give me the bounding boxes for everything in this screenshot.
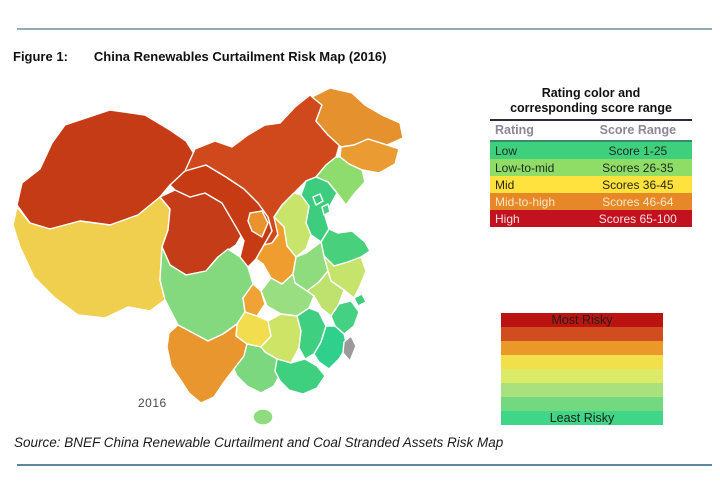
bottom-rule xyxy=(17,464,712,466)
figure-number-label: Figure 1: xyxy=(13,49,68,64)
province-ningxia xyxy=(247,210,269,238)
legend-title-line1: Rating color and xyxy=(541,86,641,100)
legend-title-line2: corresponding score range xyxy=(510,101,672,115)
source-citation: Source: BNEF China Renewable Curtailment… xyxy=(14,435,504,450)
legend-score-range: Scores 46-64 xyxy=(602,194,674,209)
legend-row-low: Low Score 1-25 xyxy=(490,142,692,159)
province-tianjin xyxy=(321,203,331,216)
legend-score-range: Scores 26-35 xyxy=(602,160,674,175)
risk-band-8: Least Risky xyxy=(501,411,663,425)
legend-rating-label: Low xyxy=(495,143,518,158)
legend-score-range: Scores 65-100 xyxy=(598,211,677,226)
legend-header-row: Rating Score Range xyxy=(490,121,692,142)
risk-band-2 xyxy=(501,327,663,341)
legend-rating-label: Low-to-mid xyxy=(495,160,555,175)
rating-legend-table: Rating color and corresponding score ran… xyxy=(490,86,692,227)
legend-col-score-range: Score Range xyxy=(599,123,677,137)
legend-score-range: Scores 36-45 xyxy=(602,177,674,192)
risk-band-7 xyxy=(501,397,663,411)
legend-row-low-to-mid: Low-to-mid Scores 26-35 xyxy=(490,159,692,176)
province-shanghai xyxy=(353,293,367,307)
risk-band-1: Most Risky xyxy=(501,313,663,327)
risk-gradient-bar: Most Risky Least Risky xyxy=(501,313,663,425)
legend-title: Rating color and corresponding score ran… xyxy=(490,86,692,121)
legend-row-high: High Scores 65-100 xyxy=(490,210,692,227)
figure-title-text: China Renewables Curtailment Risk Map (2… xyxy=(93,49,387,64)
most-risky-label: Most Risky xyxy=(551,313,613,327)
risk-band-4 xyxy=(501,355,663,369)
legend-col-rating: Rating xyxy=(495,123,534,137)
legend-row-mid-to-high: Mid-to-high Scores 46-64 xyxy=(490,193,692,210)
risk-band-3 xyxy=(501,341,663,355)
province-hainan xyxy=(252,408,274,426)
legend-rating-label: Mid xyxy=(495,177,515,192)
province-yunnan xyxy=(166,323,248,404)
province-guangxi xyxy=(233,343,282,394)
legend-rating-label: Mid-to-high xyxy=(495,194,556,209)
legend-row-mid: Mid Scores 36-45 xyxy=(490,176,692,193)
province-anhui xyxy=(306,270,345,317)
china-map-svg xyxy=(12,87,404,426)
legend-table-rows: Low Score 1-25 Low-to-mid Scores 26-35 Mid Sc… xyxy=(490,142,692,227)
legend-score-range: Score 1-25 xyxy=(608,143,668,158)
top-rule xyxy=(17,28,712,30)
province-taiwan xyxy=(342,335,357,362)
figure-title: Figure 1: China Renewables Curtailment Ri… xyxy=(13,49,387,64)
province-guangdong xyxy=(274,358,326,395)
map-year-label: 2016 xyxy=(138,396,167,410)
legend-rating-label: High xyxy=(495,211,520,226)
province-fujian xyxy=(313,325,348,370)
least-risky-label: Least Risky xyxy=(549,411,615,425)
risk-band-5 xyxy=(501,369,663,383)
risk-band-6 xyxy=(501,383,663,397)
china-choropleth-map xyxy=(10,85,480,430)
province-beijing xyxy=(312,193,324,206)
